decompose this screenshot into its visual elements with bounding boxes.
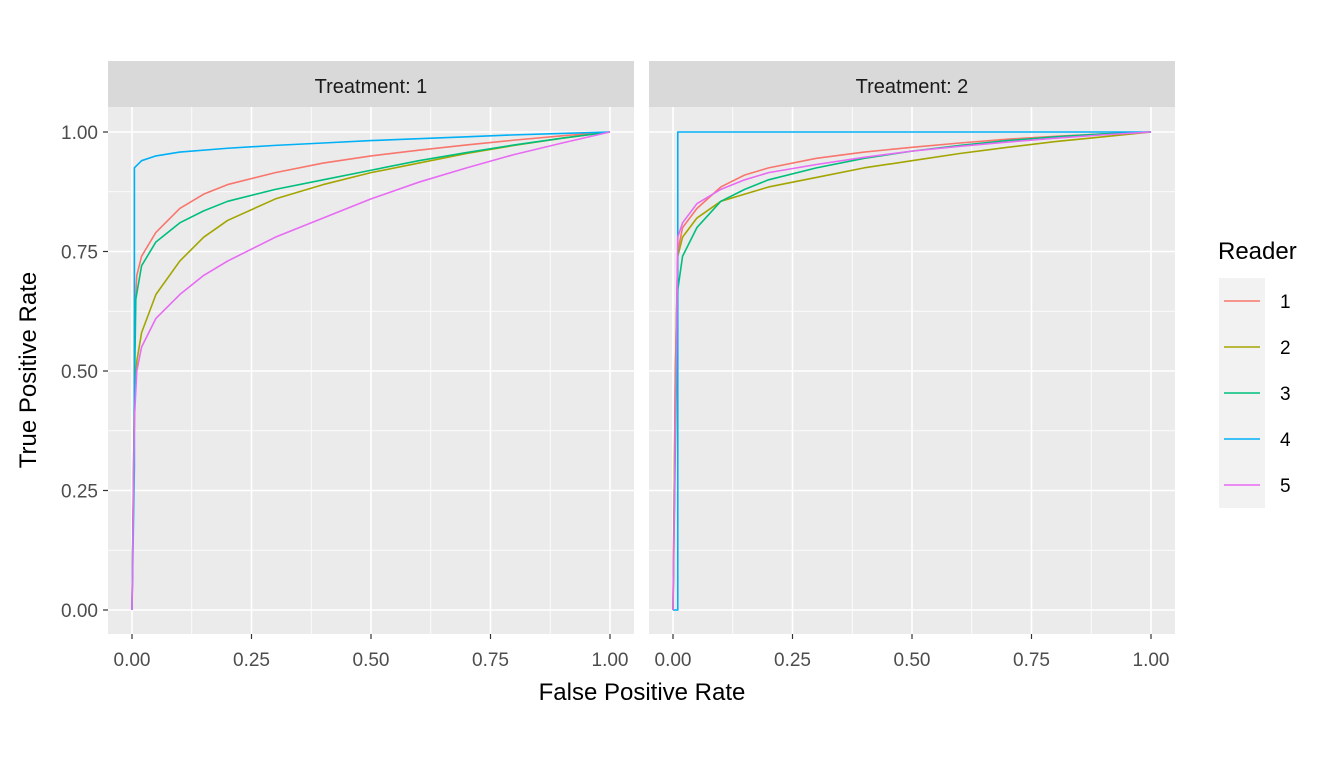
x-tick-label: 0.50	[894, 650, 931, 671]
x-tick-label: 1.00	[1133, 650, 1170, 671]
strip-background	[108, 61, 634, 107]
series-line-reader-1	[131, 131, 611, 611]
y-tick-label: 0.50	[61, 362, 98, 383]
y-tick-label: 0.00	[61, 601, 98, 622]
legend-title: Reader	[1218, 238, 1297, 265]
x-tick-label: 0.75	[1013, 650, 1050, 671]
panel-treatment-2: Treatment: 2	[649, 61, 1175, 634]
x-tick-label: 0.25	[774, 650, 811, 671]
y-axis-title: True Positive Rate	[15, 272, 42, 469]
legend-label: 4	[1280, 430, 1291, 451]
series-line-reader-4	[131, 131, 611, 611]
legend-label: 2	[1280, 338, 1291, 359]
series-line-reader-1	[672, 131, 1152, 611]
series-line-reader-4	[673, 131, 1151, 611]
grid-lines	[108, 107, 634, 634]
strip-label: Treatment: 2	[856, 76, 969, 98]
strip-label: Treatment: 1	[315, 76, 428, 98]
x-tick-label: 0.50	[353, 650, 390, 671]
legend-keys: 1 2 3 4 5	[1219, 278, 1291, 508]
strip-background	[649, 61, 1175, 107]
series-lines	[672, 131, 1152, 611]
x-tick-label: 1.00	[592, 650, 629, 671]
series-line-reader-5	[672, 131, 1152, 611]
x-axis: 0.00 0.25 0.50 0.75 1.00 0.00 0.25 0.50 0.75 1.00	[114, 634, 1170, 671]
legend-label: 5	[1280, 476, 1291, 497]
x-tick-label: 0.00	[655, 650, 692, 671]
legend-label: 1	[1280, 292, 1291, 313]
legend: Reader 1 2 3 4 5	[1218, 238, 1297, 508]
x-axis-title: False Positive Rate	[539, 679, 746, 706]
series-line-reader-3	[131, 131, 611, 611]
x-tick-label: 0.25	[233, 650, 270, 671]
y-axis: 0.00 0.25 0.50 0.75 1.00	[61, 123, 108, 622]
series-line-reader-3	[672, 131, 1152, 611]
series-line-reader-2	[672, 131, 1152, 611]
y-tick-label: 0.25	[61, 482, 98, 503]
y-tick-label: 0.75	[61, 243, 98, 264]
panel-treatment-1: Treatment: 1	[108, 61, 634, 634]
x-tick-label: 0.75	[472, 650, 509, 671]
legend-label: 3	[1280, 384, 1291, 405]
series-lines	[131, 131, 611, 611]
y-tick-label: 1.00	[61, 123, 98, 144]
series-line-reader-5	[131, 131, 611, 611]
x-tick-label: 0.00	[114, 650, 151, 671]
